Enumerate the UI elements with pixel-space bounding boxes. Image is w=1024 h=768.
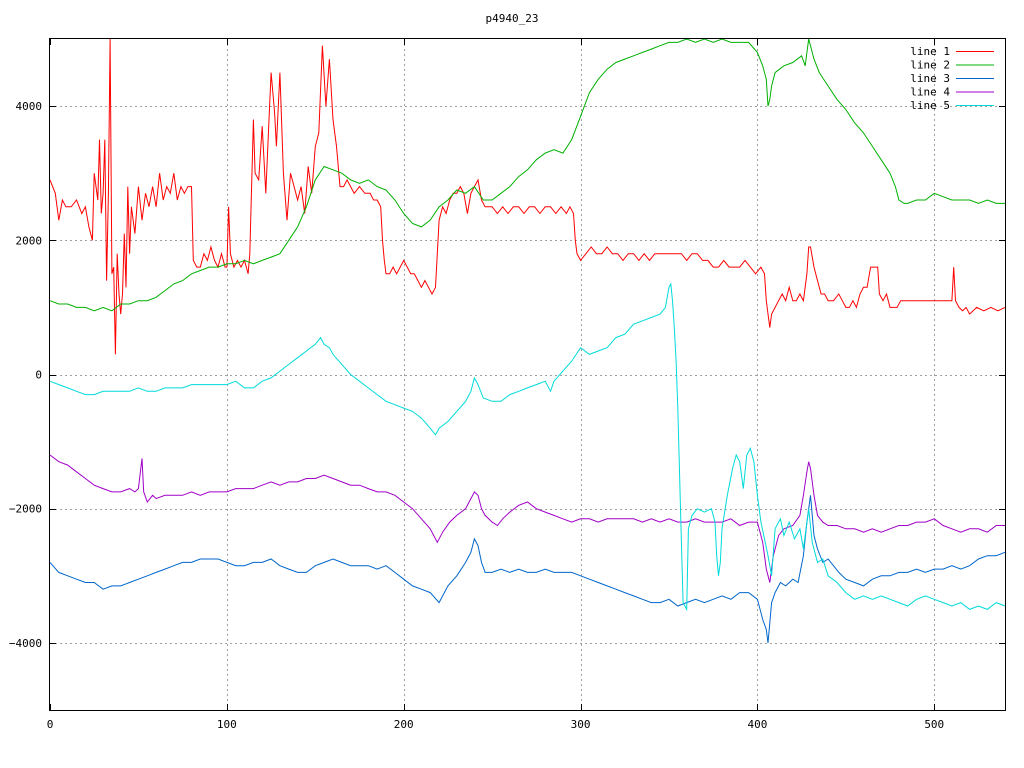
legend-label-5: line 5 xyxy=(910,99,950,112)
x-tick-label: 300 xyxy=(571,718,591,731)
series-line-5 xyxy=(49,282,1006,612)
y-tick-label: −4000 xyxy=(9,637,42,650)
x-tick-label: 500 xyxy=(924,718,944,731)
y-tick-label: 0 xyxy=(35,369,42,382)
x-tick-label: 100 xyxy=(217,718,237,731)
series-line-4 xyxy=(49,454,1005,583)
legend-label-4: line 4 xyxy=(910,86,950,99)
y-tick-label: 4000 xyxy=(16,100,43,113)
legend-label-2: line 2 xyxy=(910,59,950,72)
grid-lines xyxy=(50,39,1005,710)
x-tick-label: 0 xyxy=(47,718,54,731)
series-line-2 xyxy=(49,38,1005,312)
series-lines xyxy=(49,38,1006,643)
legend-label-3: line 3 xyxy=(910,72,950,85)
x-tick-label: 400 xyxy=(747,718,767,731)
series-line-1 xyxy=(49,38,1006,355)
y-tick-label: 2000 xyxy=(16,234,43,247)
axes: 0 100 200 300 400 500 −4000 −2000 0 2000 4000 xyxy=(9,39,1005,731)
x-tick-label: 200 xyxy=(394,718,414,731)
series-line-3 xyxy=(49,495,1006,643)
plot-frame xyxy=(49,38,1006,711)
y-tick-label: −2000 xyxy=(9,503,42,516)
chart-title: p4940_23 xyxy=(486,12,539,25)
legend-label-1: line 1 xyxy=(910,45,950,58)
